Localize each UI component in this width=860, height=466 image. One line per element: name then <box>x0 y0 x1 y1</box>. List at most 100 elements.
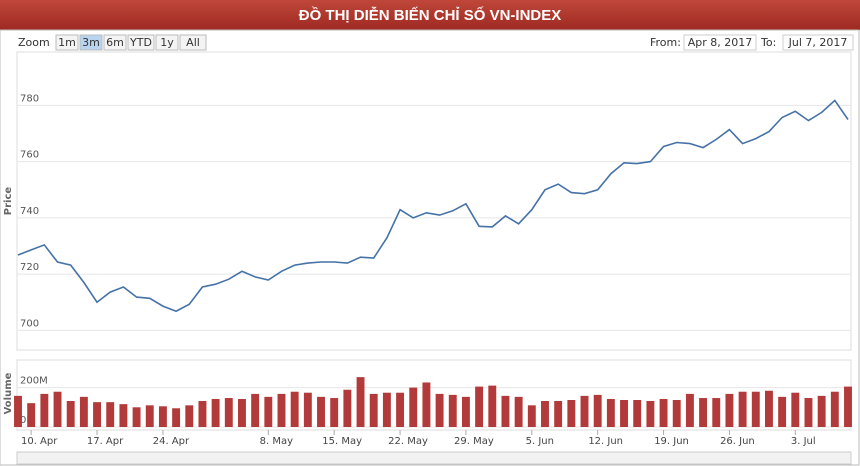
volume-bar <box>422 382 431 427</box>
volume-bar <box>593 394 602 427</box>
x-tick-label: 17. Apr <box>87 436 124 447</box>
volume-bar <box>396 392 405 427</box>
volume-bar <box>606 399 615 427</box>
zoom-button-label[interactable]: YTD <box>129 36 152 49</box>
volume-bar <box>356 377 365 427</box>
volume-bar <box>238 399 246 427</box>
volume-bar <box>172 408 181 427</box>
volume-bar <box>699 398 708 427</box>
volume-bar <box>27 403 36 427</box>
volume-bar <box>541 400 549 427</box>
y-tick-label: 200M <box>20 376 48 387</box>
volume-bar <box>145 405 154 427</box>
x-tick-label: 12. Jun <box>588 436 623 447</box>
frame <box>0 29 860 466</box>
x-tick-label: 8. May <box>260 436 293 447</box>
volume-bar <box>448 394 457 427</box>
volume-bar <box>751 391 760 427</box>
volume-bar <box>435 393 444 427</box>
volume-bar <box>461 396 470 427</box>
volume-bar <box>830 391 839 427</box>
volume-bar <box>106 402 115 427</box>
zoom-button-label[interactable]: 6m <box>106 36 124 49</box>
volume-bar <box>817 395 826 427</box>
x-tick-label: 5. Jun <box>526 436 554 447</box>
x-tick-label: 15. May <box>322 436 362 447</box>
y-tick-label: 740 <box>20 206 39 217</box>
zoom-button-label[interactable]: 1y <box>160 36 174 49</box>
from-label: From: <box>650 36 681 49</box>
zoom-button-label[interactable]: 1m <box>58 36 76 49</box>
volume-bar <box>475 386 484 427</box>
y-tick-label: 720 <box>20 262 39 273</box>
volume-bar <box>185 405 194 427</box>
x-tick-label: 3. Jul <box>791 436 816 447</box>
volume-bar <box>14 395 22 427</box>
volume-bar <box>844 386 852 427</box>
volume-bar <box>804 398 813 427</box>
volume-bar <box>330 398 339 427</box>
x-tick-label: 24. Apr <box>153 436 190 447</box>
volume-bar <box>514 396 523 427</box>
volume-bar <box>488 385 497 427</box>
volume-bar <box>738 391 747 427</box>
y-axis-label: Price <box>3 187 14 216</box>
volume-bar <box>554 400 563 427</box>
volume-bar <box>567 400 576 427</box>
volume-bar <box>158 406 167 427</box>
zoom-button[interactable] <box>155 34 179 51</box>
volume-bar <box>685 393 694 427</box>
zoom-button[interactable] <box>127 34 155 51</box>
volume-bar <box>712 398 721 427</box>
title-bar <box>0 0 860 30</box>
price-pane <box>16 51 852 351</box>
volume-bar <box>264 396 273 427</box>
zoom-button[interactable] <box>55 34 79 51</box>
zoom-button[interactable] <box>79 34 103 51</box>
zoom-label: Zoom <box>18 36 50 49</box>
price-line <box>17 99 849 313</box>
y-tick-label: 760 <box>20 150 39 161</box>
x-tick-label: 29. May <box>454 436 494 447</box>
volume-bar <box>791 392 800 427</box>
volume-bar <box>527 405 536 427</box>
volume-bar <box>646 400 655 427</box>
volume-bar <box>290 391 299 427</box>
zoom-button[interactable] <box>103 34 127 51</box>
volume-bar <box>409 387 418 427</box>
volume-bar <box>79 396 88 427</box>
volume-bar <box>382 392 391 427</box>
volume-bar <box>620 400 628 427</box>
to-label: To: <box>760 36 776 49</box>
zoom-button-label[interactable]: All <box>186 36 200 49</box>
x-tick-label: 19. Jun <box>654 436 689 447</box>
to-date[interactable]: Jul 7, 2017 <box>788 36 848 49</box>
y-tick-label: 780 <box>20 93 39 104</box>
volume-bar <box>580 395 589 427</box>
from-date[interactable]: Apr 8, 2017 <box>688 36 753 49</box>
zoom-button[interactable] <box>179 34 207 51</box>
zoom-button-label[interactable]: 3m <box>82 36 100 49</box>
navigator[interactable] <box>16 451 852 465</box>
volume-bar <box>725 393 734 427</box>
volume-bar <box>303 392 312 427</box>
volume-bar <box>659 399 668 427</box>
volume-bar <box>93 402 101 427</box>
volume-bar <box>198 400 207 427</box>
chart-title: ĐỒ THỊ DIỄN BIẾN CHỈ SỐ VN-INDEX <box>299 6 562 24</box>
to-input[interactable] <box>782 34 854 51</box>
volume-bar <box>251 393 260 427</box>
volume-bar <box>224 398 233 427</box>
volume-bar <box>277 393 286 427</box>
x-tick-label: 22. May <box>388 436 428 447</box>
volume-bar <box>40 393 49 427</box>
volume-bar <box>317 396 325 427</box>
from-input[interactable] <box>683 34 757 51</box>
volume-bar <box>66 400 75 427</box>
y-axis-label: Volume <box>3 372 14 414</box>
volume-bar <box>633 400 642 427</box>
volume-bar <box>501 395 510 427</box>
volume-bar <box>211 399 220 427</box>
x-tick-label: 10. Apr <box>21 436 58 447</box>
